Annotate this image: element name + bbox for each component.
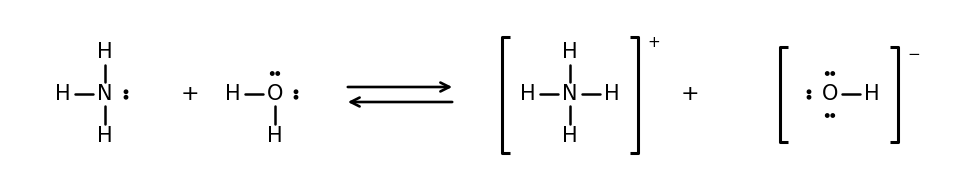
Circle shape [831,72,835,75]
Text: H: H [98,43,113,63]
Text: N: N [98,84,113,105]
Circle shape [826,114,829,117]
Circle shape [124,90,128,93]
Circle shape [270,72,274,75]
Text: O: O [267,84,283,105]
Circle shape [294,96,297,99]
Text: H: H [563,126,578,146]
Text: +: + [647,35,660,50]
Circle shape [294,90,297,93]
Circle shape [807,96,810,99]
Text: H: H [225,84,241,105]
Text: H: H [563,43,578,63]
Text: H: H [56,84,71,105]
Text: H: H [98,126,113,146]
Text: H: H [267,126,283,146]
Circle shape [831,114,835,117]
Circle shape [124,96,128,99]
Text: N: N [563,84,578,105]
Circle shape [826,72,829,75]
Circle shape [807,90,810,93]
Text: +: + [681,84,699,105]
Text: −: − [908,47,920,62]
Text: +: + [180,84,199,105]
Text: H: H [864,84,879,105]
Circle shape [276,72,280,75]
Text: H: H [604,84,620,105]
Text: O: O [822,84,838,105]
Text: H: H [521,84,536,105]
